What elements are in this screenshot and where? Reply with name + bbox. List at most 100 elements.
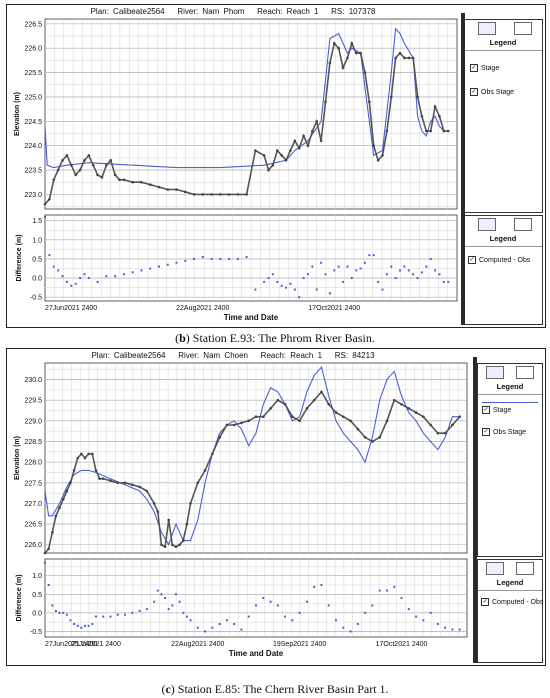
difference-point	[48, 254, 51, 257]
y-tick-label: -0.5	[30, 629, 42, 636]
graph-toolbar-button[interactable]	[478, 22, 496, 35]
difference-point	[153, 600, 156, 603]
difference-point	[324, 273, 327, 276]
obs-point	[446, 129, 450, 133]
obs-point	[451, 423, 454, 427]
difference-point	[167, 608, 170, 611]
checkbox[interactable]: ✓	[468, 256, 476, 264]
difference-point	[393, 585, 396, 588]
difference-point	[131, 271, 134, 274]
obs-point	[320, 390, 323, 394]
checkbox[interactable]: ✓	[470, 88, 478, 96]
difference-point	[305, 600, 308, 603]
difference-point	[342, 280, 345, 283]
difference-point	[399, 269, 402, 272]
obs-point	[346, 56, 349, 60]
obs-point	[312, 398, 316, 402]
scrollbar[interactable]	[461, 13, 465, 325]
difference-point	[44, 215, 46, 218]
graph-toolbar-button[interactable]	[486, 562, 504, 575]
legend-item-obs-stage[interactable]: ✓ Obs Stage	[482, 428, 526, 436]
legend-box-upper-c: Legend ✓ Stage ✓ Obs Stage	[477, 363, 543, 557]
obs-point	[90, 452, 94, 456]
obs-point	[80, 452, 83, 456]
checkbox[interactable]: ✓	[482, 406, 490, 414]
legend-item-computed-obs[interactable]: ✓ Computed - Obs	[468, 256, 530, 264]
difference-point	[171, 604, 174, 607]
obs-point	[148, 183, 152, 186]
difference-point	[407, 269, 410, 272]
obs-point	[262, 154, 266, 157]
difference-point	[359, 267, 362, 270]
table-toolbar-button[interactable]	[516, 366, 534, 379]
difference-point	[96, 280, 99, 283]
obs-point	[225, 423, 229, 427]
river-label: River: Nam Choen	[178, 351, 248, 360]
obs-point	[438, 115, 441, 118]
checkbox[interactable]: ✓	[470, 64, 478, 72]
difference-point	[254, 288, 257, 291]
obs-point	[166, 188, 170, 191]
obs-point	[394, 56, 397, 60]
difference-point	[355, 269, 358, 272]
x-tick-label: 17Oct2021 2400	[308, 305, 360, 312]
obs-point	[240, 421, 243, 425]
obs-point	[181, 539, 185, 542]
y-tick-label: 225.0	[24, 94, 42, 101]
legend-item-label: Stage	[493, 406, 512, 414]
legend-item-stage[interactable]: ✓ Stage	[470, 64, 499, 72]
difference-point	[62, 611, 65, 614]
obs-point	[47, 547, 50, 551]
obs-point	[302, 134, 305, 138]
obs-point	[178, 543, 181, 547]
difference-point	[364, 611, 367, 614]
x-tick-label: 22Aug2021 2400	[176, 305, 229, 312]
table-toolbar-button[interactable]	[514, 218, 532, 231]
obs-point	[72, 469, 76, 472]
checkbox[interactable]: ✓	[482, 428, 490, 436]
river-label: River: Nam Phom	[177, 7, 245, 16]
y-tick-label: 227.0	[24, 501, 42, 508]
x-tick-label: 27Jun2021 2400	[45, 305, 97, 312]
difference-point	[114, 275, 117, 278]
obs-point	[138, 485, 141, 489]
obs-point	[315, 120, 319, 123]
legend-item-obs-stage[interactable]: ✓ Obs Stage	[470, 88, 514, 96]
scrollbar[interactable]	[473, 357, 477, 663]
difference-point	[160, 593, 163, 596]
obs-point	[429, 129, 433, 133]
difference-point	[394, 277, 397, 280]
difference-point	[175, 261, 178, 264]
legend-line-stage	[482, 402, 538, 403]
obs-point	[131, 180, 134, 184]
obs-point	[392, 398, 396, 402]
obs-point	[458, 415, 462, 418]
difference-point	[285, 286, 288, 289]
checkbox[interactable]: ✓	[481, 598, 489, 606]
y-tick-label: 223.0	[24, 192, 42, 199]
graph-toolbar-button[interactable]	[486, 366, 504, 379]
difference-point	[371, 604, 374, 607]
obs-point	[359, 51, 362, 55]
obs-point	[356, 427, 360, 431]
table-toolbar-button[interactable]	[516, 562, 534, 575]
table-toolbar-button[interactable]	[514, 22, 532, 35]
difference-point	[61, 275, 64, 278]
legend-item-computed-obs[interactable]: ✓ Computed - Obs	[481, 598, 543, 606]
difference-point	[240, 628, 243, 631]
difference-point	[356, 623, 359, 625]
y-tick-label: 228.5	[24, 439, 42, 446]
obs-point	[219, 193, 222, 196]
obs-point	[378, 436, 381, 439]
difference-point	[116, 613, 119, 616]
difference-point	[196, 626, 199, 629]
obs-point	[337, 46, 340, 50]
rs-label: RS: 84213	[334, 351, 375, 360]
obs-point	[174, 545, 178, 549]
difference-point	[201, 256, 204, 259]
obs-point	[113, 173, 117, 177]
obs-point	[442, 129, 446, 133]
graph-toolbar-button[interactable]	[478, 218, 496, 231]
difference-point	[320, 584, 323, 586]
legend-item-stage[interactable]: ✓ Stage	[482, 406, 511, 414]
